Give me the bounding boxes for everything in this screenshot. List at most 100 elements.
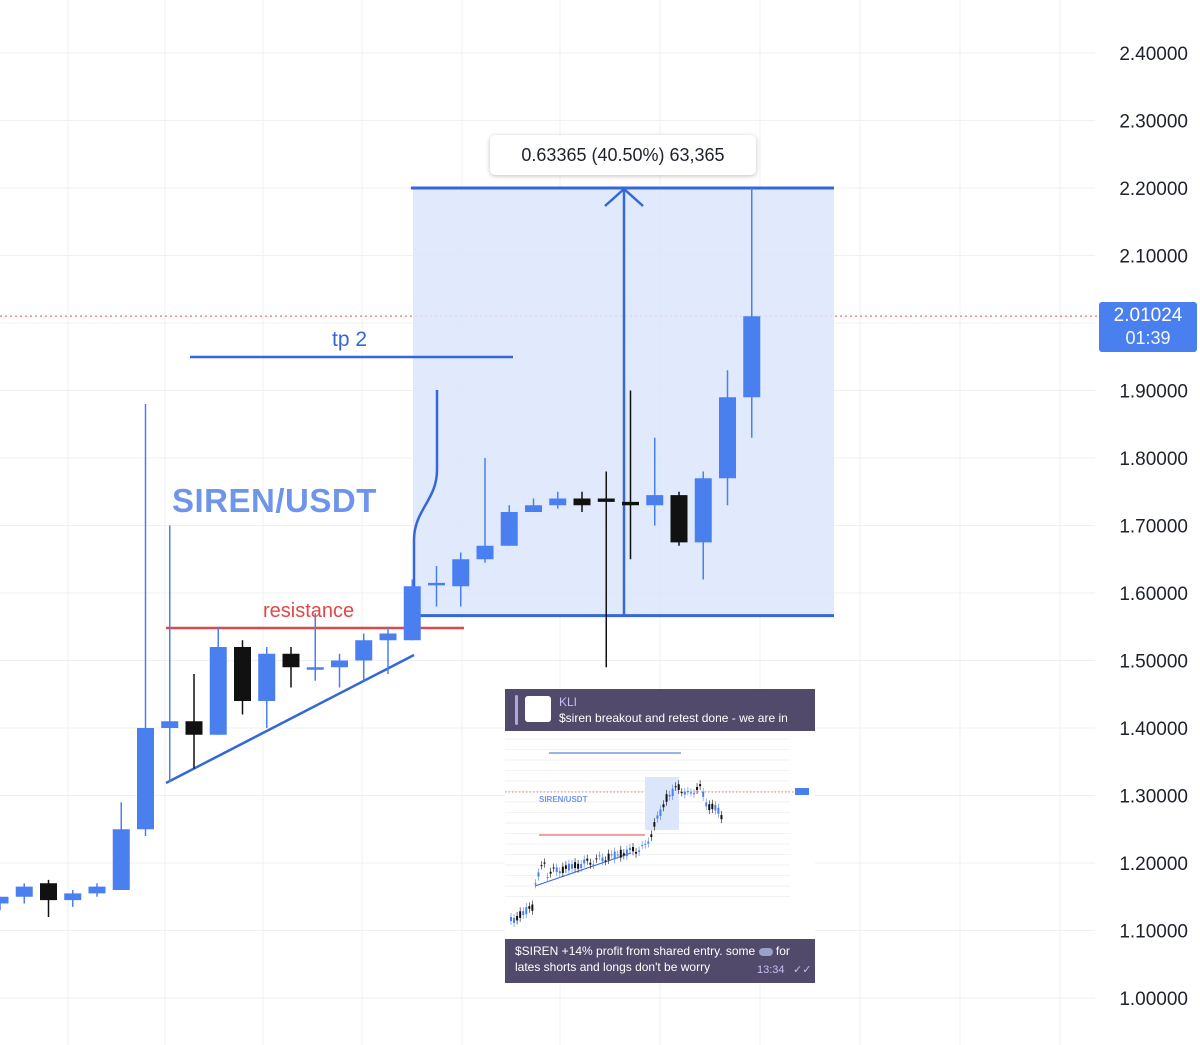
candle-body [403, 586, 421, 641]
mini-candle [680, 792, 683, 794]
mini-candle [571, 864, 573, 869]
telegram-screenshot: KLI $siren breakout and retest done - we… [505, 689, 815, 983]
price-tick-label: 1.30000 [1119, 787, 1188, 808]
price-tick-label: 1.20000 [1119, 854, 1188, 875]
candle-body [622, 501, 639, 506]
mini-candle [625, 849, 628, 857]
candle-body [15, 886, 33, 897]
mini-candle [656, 815, 659, 819]
candle-body [379, 633, 397, 641]
price-tick-label: 1.50000 [1119, 652, 1188, 673]
mini-candle [592, 864, 595, 866]
price-tick-label: 1.70000 [1119, 517, 1188, 538]
mini-candle [574, 862, 577, 869]
candle-body [355, 640, 373, 661]
candle-body [331, 660, 348, 668]
bar-countdown: 01:39 [1125, 328, 1171, 348]
candle-body [428, 582, 445, 586]
price-axis: 2.40000 2.30000 2.20000 2.10000 1.90000 1.800… [1119, 44, 1188, 1010]
price-tick-label: 1.10000 [1119, 922, 1188, 943]
candle-body [549, 498, 567, 506]
current-price-value: 2.01024 [1113, 305, 1183, 326]
candle-body [234, 647, 251, 701]
chart-thumbnail [525, 696, 551, 722]
mini-candle [607, 853, 610, 860]
candle-body [500, 512, 518, 546]
quoted-message: $siren breakout and retest done - we are… [559, 711, 788, 725]
candle-body [282, 653, 300, 668]
mini-candle [604, 860, 607, 862]
mini-candle [674, 786, 677, 788]
candle-body [137, 728, 154, 830]
candle-body [40, 883, 57, 901]
candle-body [573, 498, 591, 506]
mini-candle [555, 867, 558, 873]
mini-candle [644, 843, 647, 845]
candle-body [112, 829, 130, 890]
candle-body [597, 498, 615, 502]
candle-body [185, 721, 203, 735]
candle-body [743, 316, 761, 398]
price-tick-label: 1.80000 [1119, 449, 1188, 470]
double-check-icon: ✓✓ [793, 964, 812, 976]
mini-candle [549, 871, 552, 874]
mini-candle [686, 790, 689, 792]
mini-candle [696, 787, 699, 791]
message-line: $SIREN +14% profit from shared entry. so… [515, 944, 756, 958]
tp2-label: tp 2 [332, 328, 368, 351]
mini-candle [519, 911, 522, 918]
measure-label: 0.63365 (40.50%) 63,365 [490, 135, 756, 175]
mini-candle [534, 883, 537, 885]
mini-candle [598, 855, 601, 857]
mini-candle [699, 784, 702, 787]
mini-pair-title: SIREN/USDT [539, 795, 588, 804]
sender-name: KLI [559, 695, 578, 709]
candle-body [88, 886, 106, 894]
mini-candle [516, 915, 519, 921]
mini-candle [683, 791, 686, 795]
mini-candle [714, 804, 717, 811]
mini-candle [671, 788, 674, 796]
mini-candle [586, 858, 589, 861]
mini-candle [653, 822, 656, 827]
current-price-tag: 2.01024 01:39 [1099, 302, 1197, 352]
mini-candle [705, 802, 708, 807]
price-tick-label: 1.60000 [1119, 584, 1188, 605]
message-text: $SIREN +14% profit from shared entry. so… [515, 943, 810, 975]
message-time: 13:34 [757, 964, 785, 976]
mini-candle [689, 792, 692, 794]
candle-body [476, 545, 494, 560]
price-tick-label: 2.10000 [1119, 247, 1188, 268]
candle-body [646, 495, 664, 506]
mini-candle [677, 784, 680, 790]
mini-candle [632, 847, 634, 852]
message-footer: $SIREN +14% profit from shared entry. so… [505, 939, 815, 983]
mini-candle [537, 872, 540, 877]
mini-candle [641, 845, 644, 847]
mini-candle [552, 867, 555, 869]
candle-body [670, 495, 688, 543]
pair-title: SIREN/USDT [172, 482, 377, 519]
mini-candle [589, 862, 592, 865]
price-tick-label: 1.00000 [1119, 989, 1188, 1010]
mini-candle [638, 850, 641, 853]
mini-candle [650, 834, 653, 837]
mini-candle [662, 804, 665, 808]
mini-candle [561, 866, 564, 873]
candle-series [0, 188, 761, 917]
mini-candle [708, 804, 711, 811]
mini-candle [513, 917, 516, 923]
candle-body [452, 559, 470, 587]
price-tick-label: 1.40000 [1119, 719, 1188, 740]
mini-candle [647, 841, 650, 844]
mini-candle [702, 791, 705, 797]
resistance-label: resistance [263, 600, 355, 622]
mini-candle [531, 904, 534, 911]
mini-candle [540, 865, 543, 867]
mini-candle [635, 852, 638, 854]
mini-candle [616, 854, 619, 856]
mini-candle [601, 857, 604, 862]
candle-body [209, 647, 227, 735]
mini-candle [580, 863, 583, 869]
mini-candle [717, 807, 720, 814]
